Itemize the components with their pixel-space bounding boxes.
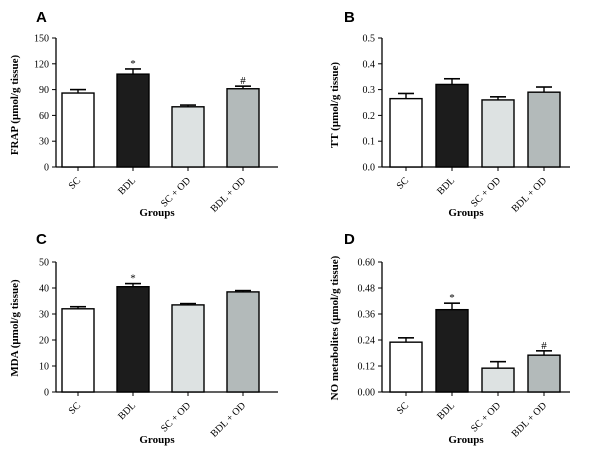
bar-bdl-od	[226, 291, 260, 393]
bar-sc	[61, 308, 95, 393]
chart-panel-c: C MDA (μmol/g tissue) 0 10 20 30 40 50 SC * BDL SC …	[9, 231, 278, 446]
panel-letter: C	[36, 231, 47, 248]
y-tick-label: 60	[39, 111, 49, 122]
y-tick-label: 30	[39, 137, 49, 148]
bar-sc-od	[481, 367, 515, 393]
bar-bdl	[435, 308, 469, 393]
y-tick-label: 150	[34, 34, 49, 45]
bar-sc	[389, 97, 423, 168]
significance-marker: #	[541, 340, 547, 352]
category-label: BDL + OD	[510, 175, 549, 214]
category-label: BDL + OD	[209, 400, 248, 439]
category-label: BDL + OD	[209, 175, 248, 214]
category-label: SC + OD	[469, 175, 503, 209]
y-tick-label: 90	[39, 85, 49, 96]
y-tick-label: 50	[39, 258, 49, 269]
y-tick-label: 0.12	[358, 362, 376, 373]
y-tick-label: 0.00	[358, 388, 376, 399]
y-tick-label: 0.3	[363, 85, 376, 96]
bar-sc-od	[481, 99, 515, 168]
significance-marker: *	[130, 273, 136, 285]
category-label: BDL	[435, 175, 457, 197]
category-label: SC + OD	[159, 175, 193, 209]
significance-marker: *	[449, 292, 455, 304]
category-label: SC + OD	[159, 400, 193, 434]
panel-letter: A	[36, 9, 47, 26]
y-axis-label: MDA (μmol/g tissue)	[9, 279, 21, 377]
bar-bdl	[116, 286, 150, 393]
y-axis-label: TT (μmol/g tissue)	[329, 62, 341, 148]
category-label: SC	[67, 400, 84, 417]
chart-panel-a: A FRAP (μmol/g tissue) 0 30 60 90 120 150 SC * BDL…	[9, 9, 278, 219]
y-tick-label: 0.48	[358, 284, 376, 295]
y-axis-label: FRAP (μmol/g tissue)	[9, 54, 21, 155]
bar-sc-od	[171, 106, 205, 168]
y-tick-label: 0.24	[358, 336, 376, 347]
y-tick-label: 0.0	[363, 163, 376, 174]
category-label: SC + OD	[469, 400, 503, 434]
x-axis-label: Groups	[139, 207, 175, 219]
y-tick-label: 0.4	[363, 59, 376, 70]
y-tick-label: 40	[39, 284, 49, 295]
y-tick-label: 0.2	[363, 111, 376, 122]
y-tick-label: 0.5	[363, 34, 376, 45]
x-axis-label: Groups	[139, 434, 175, 446]
category-label: BDL	[116, 175, 138, 197]
x-axis-label: Groups	[448, 434, 484, 446]
y-tick-label: 20	[39, 336, 49, 347]
bar-bdl-od	[527, 354, 561, 393]
category-label: SC	[395, 175, 412, 192]
y-tick-label: 0.60	[358, 258, 376, 269]
significance-marker: #	[240, 75, 246, 87]
y-axis-label: NO metabolites (μmol/g tissue)	[329, 255, 341, 400]
x-axis-label: Groups	[448, 207, 484, 219]
bar-bdl-od	[226, 88, 260, 168]
category-label: SC	[395, 400, 412, 417]
bar-sc	[389, 341, 423, 393]
bar-bdl-od	[527, 91, 561, 168]
panel-letter: B	[344, 9, 355, 26]
category-label: SC	[67, 175, 84, 192]
y-tick-label: 0.1	[363, 137, 376, 148]
panel-letter: D	[344, 231, 355, 248]
y-tick-label: 10	[39, 362, 49, 373]
y-tick-label: 0.36	[358, 310, 376, 321]
bar-sc-od	[171, 304, 205, 393]
bar-sc	[61, 92, 95, 168]
bar-bdl	[116, 73, 150, 168]
category-label: BDL	[435, 400, 457, 422]
category-label: BDL	[116, 400, 138, 422]
significance-marker: *	[130, 58, 136, 70]
y-tick-label: 120	[34, 59, 49, 70]
category-label: BDL + OD	[510, 400, 549, 439]
y-tick-label: 0	[44, 388, 49, 399]
chart-panel-b: B TT (μmol/g tissue) 0.0 0.1 0.2 0.3 0.4 0.5 SC B…	[329, 9, 570, 219]
y-tick-label: 30	[39, 310, 49, 321]
bar-bdl	[435, 83, 469, 168]
y-tick-label: 0	[44, 163, 49, 174]
chart-panel-d: DNO metabolites (μmol/g tissue) 0.00 0.12 0…	[329, 231, 570, 446]
